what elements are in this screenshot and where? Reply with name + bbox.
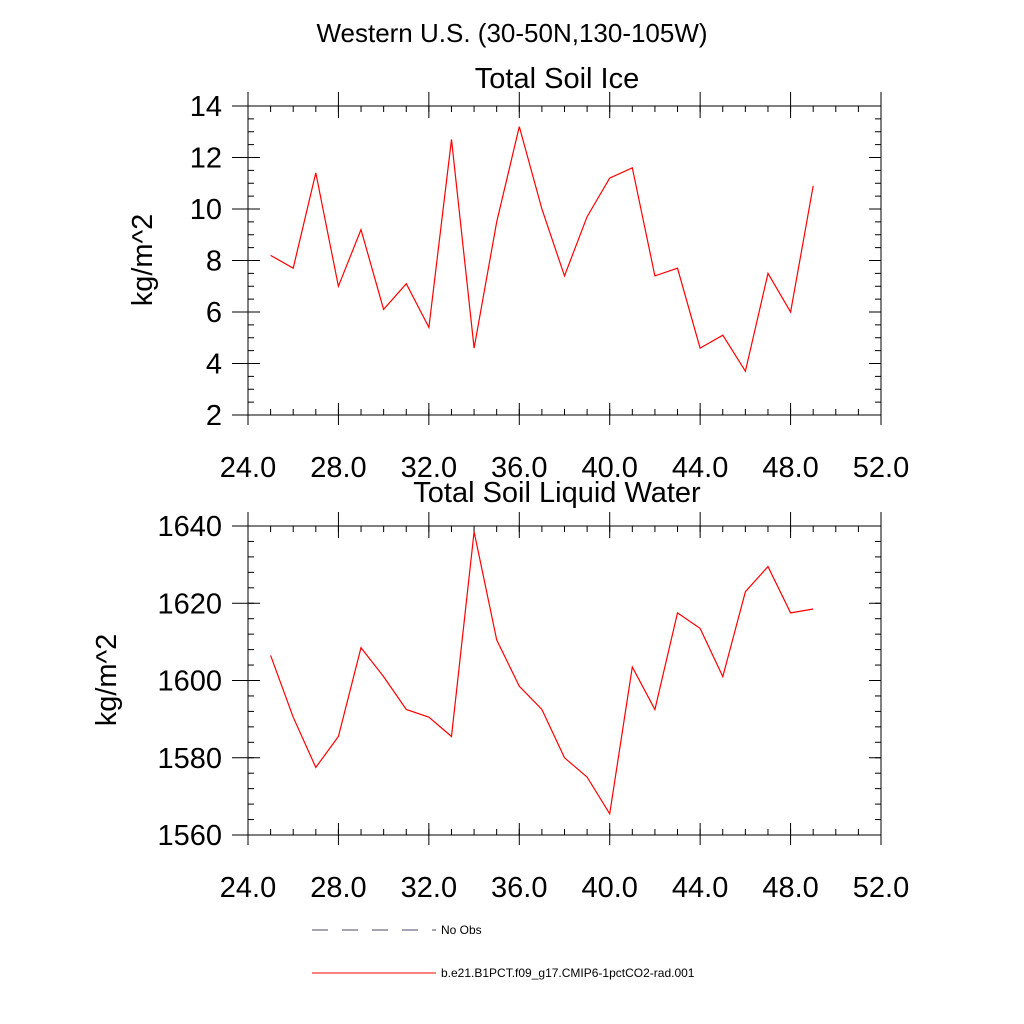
x-tick-label: 44.0 — [672, 872, 728, 904]
x-tick-label: 36.0 — [491, 872, 547, 904]
legend-label-model: b.e21.B1PCT.f09_g17.CMIP6-1pctCO2-rad.00… — [441, 966, 695, 980]
y-tick-label: 1600 — [157, 666, 222, 698]
y-tick-label: 12 — [190, 143, 222, 175]
y-tick-label: 4 — [206, 349, 222, 381]
y-tick-label: 8 — [206, 246, 222, 278]
series-line — [270, 531, 814, 816]
panel-soil-liquid-water: Total Soil Liquid Water kg/m^2 24.0 28.0 3… — [91, 477, 909, 904]
series-line — [270, 126, 814, 373]
plot-frame — [247, 525, 882, 836]
y-tick-label: 1620 — [157, 588, 222, 620]
x-tick-label: 48.0 — [762, 872, 818, 904]
y-axis-label: kg/m^2 — [91, 634, 123, 727]
x-tick-label: 52.0 — [853, 872, 909, 904]
panel-soil-ice: Total Soil Ice kg/m^2 24.0 28.0 32.0 36.0 40… — [127, 63, 909, 484]
x-tick-label: 52.0 — [853, 452, 909, 484]
plot-frame — [247, 105, 882, 416]
y-tick-label: 14 — [190, 91, 222, 123]
legend-label-no-obs: No Obs — [441, 923, 482, 937]
plot-area: 24.0 28.0 32.0 36.0 40.0 44.0 48.0 52.0 2 4 6 8 10 12… — [190, 91, 909, 484]
x-tick-label: 32.0 — [401, 872, 457, 904]
x-tick-label: 24.0 — [220, 452, 276, 484]
y-tick-label: 1560 — [157, 820, 222, 852]
y-tick-label: 2 — [206, 400, 222, 432]
plot-area: 24.0 28.0 32.0 36.0 40.0 44.0 48.0 52.0 1560 1580… — [157, 511, 909, 904]
x-tick-label: 40.0 — [581, 872, 637, 904]
y-tick-label: 1640 — [157, 511, 222, 543]
x-tick-label: 24.0 — [220, 872, 276, 904]
panel-title: Total Soil Ice — [475, 63, 639, 95]
y-axis-label: kg/m^2 — [127, 214, 159, 307]
y-tick-label: 10 — [190, 194, 222, 226]
y-tick-label: 1580 — [157, 743, 222, 775]
figure-suptitle: Western U.S. (30-50N,130-105W) — [316, 18, 707, 48]
x-tick-label: 28.0 — [310, 872, 366, 904]
x-tick-label: 44.0 — [672, 452, 728, 484]
x-tick-label: 40.0 — [581, 452, 637, 484]
y-tick-label: 6 — [206, 297, 222, 329]
legend: No Obs b.e21.B1PCT.f09_g17.CMIP6-1pctCO2… — [312, 923, 695, 980]
panel-title: Total Soil Liquid Water — [413, 477, 701, 509]
x-tick-label: 36.0 — [491, 452, 547, 484]
x-tick-label: 32.0 — [401, 452, 457, 484]
x-tick-label: 28.0 — [310, 452, 366, 484]
x-tick-label: 48.0 — [762, 452, 818, 484]
